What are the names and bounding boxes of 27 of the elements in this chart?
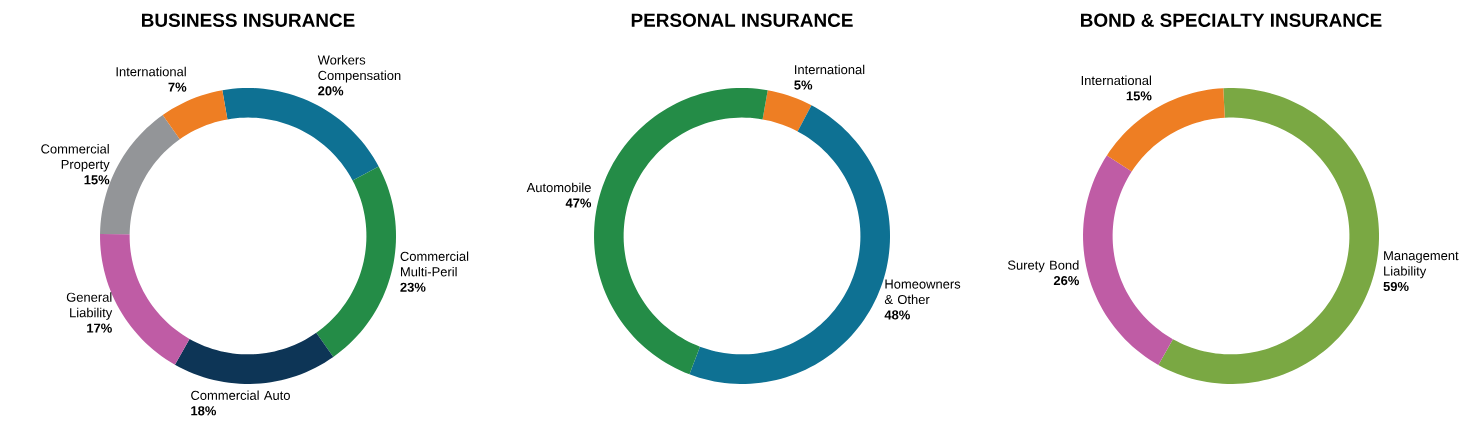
data-label: 26% [1053, 276, 1079, 286]
slice-label: Management Liability [1384, 251, 1459, 279]
data-label: 20% [318, 86, 344, 96]
slice-label: Homeowners & Other [884, 279, 961, 305]
data-label: 59% [1383, 281, 1409, 292]
chart-title: BOND & SPECIALTY INSURANCE [1081, 13, 1382, 27]
data-label: 23% [400, 282, 426, 292]
slice-label: International [1081, 75, 1151, 86]
data-label: 5% [794, 80, 813, 90]
chart-title: PERSONAL INSURANCE [631, 13, 853, 27]
slice-label: Commercial Property [41, 144, 110, 172]
data-label: 15% [84, 175, 110, 185]
slice-label: Commercial Multi-Peril [400, 251, 469, 277]
data-label: 15% [1126, 91, 1152, 101]
data-label: 48% [884, 310, 910, 320]
data-label: 18% [191, 406, 217, 416]
slice-label: International [116, 66, 186, 77]
chart-title: BUSINESS INSURANCE [142, 13, 355, 27]
data-label: 47% [565, 198, 592, 208]
data-label: 17% [87, 323, 112, 333]
slice-label: International [795, 64, 865, 75]
slice-label: General Liability [66, 292, 113, 320]
slice-label: Commercial Auto [191, 390, 290, 400]
data-label: 7% [168, 82, 187, 92]
slice-label: Workers Compensation [317, 55, 401, 83]
slice-label: Automobile [526, 182, 591, 193]
slice-label: Surety Bond [1007, 260, 1079, 273]
